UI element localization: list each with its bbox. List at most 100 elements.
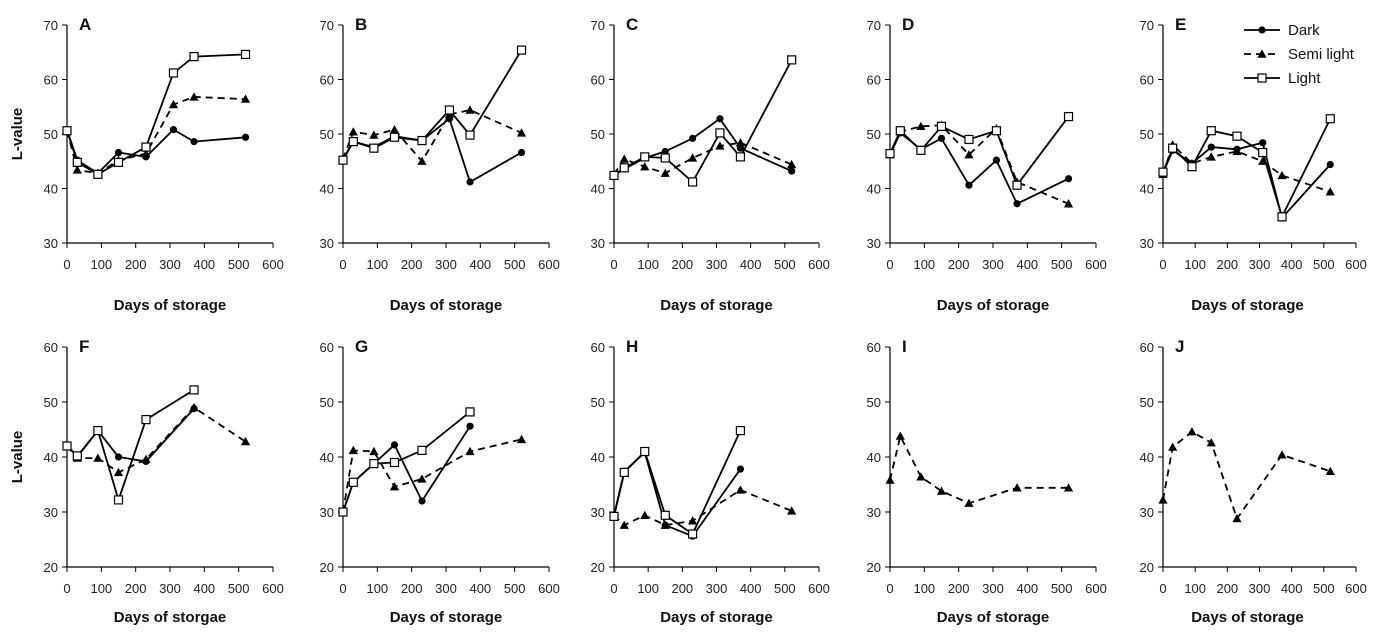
x-tick-label: 0 [339, 257, 346, 272]
x-tick-label: 0 [886, 581, 893, 596]
x-tick-label: 500 [504, 581, 526, 596]
x-tick-label: 400 [469, 257, 491, 272]
y-tick-label: 20 [867, 560, 881, 575]
point-semi-light [895, 431, 905, 440]
y-tick-label: 50 [867, 127, 881, 142]
x-tick-label: 200 [1216, 581, 1238, 596]
point-semi-light [640, 162, 650, 171]
y-tick-label: 40 [320, 450, 334, 465]
point-dark [114, 148, 123, 157]
y-tick-label: 50 [591, 395, 605, 410]
x-tick-label: 500 [1051, 257, 1073, 272]
point-dark [736, 144, 745, 152]
y-tick-label: 70 [44, 18, 58, 33]
y-tick-label: 60 [44, 340, 58, 355]
x-tick-label: 100 [1184, 257, 1206, 272]
x-tick-label: 100 [90, 581, 112, 596]
point-light [348, 137, 358, 147]
point-light [168, 68, 179, 78]
series-line-dark-e [1162, 141, 1331, 220]
point-semi-light [72, 165, 82, 174]
y-tick-label: 70 [591, 18, 605, 33]
y-tick-label: 60 [1140, 340, 1154, 355]
series-line-semi-light-f [66, 406, 246, 474]
series-line-dark-f [66, 407, 195, 463]
x-tick-label: 0 [886, 257, 893, 272]
point-dark [1207, 143, 1215, 151]
legend-label-dark: Dark [1288, 22, 1320, 39]
x-tick-label: 600 [1345, 257, 1367, 272]
point-light [640, 152, 650, 162]
x-tick-label: 200 [125, 257, 147, 272]
x-tick-label: 200 [671, 257, 693, 272]
point-light [1232, 131, 1242, 141]
point-semi-light [1206, 438, 1216, 447]
point-light [991, 126, 1002, 136]
x-tick-label: 600 [538, 257, 560, 272]
point-light [62, 126, 72, 136]
x-tick-label: 500 [774, 257, 796, 272]
x-tick-label: 300 [435, 257, 457, 272]
point-light [389, 457, 400, 468]
point-dark [1326, 160, 1334, 169]
y-tick-label: 50 [591, 127, 605, 142]
point-dark [142, 153, 150, 161]
legend-marker-light [1257, 73, 1267, 83]
point-light [113, 157, 124, 167]
x-tick-label: 400 [193, 257, 215, 272]
point-light [1325, 114, 1335, 124]
x-axis-label-d: Days of storage [937, 297, 1050, 314]
point-semi-light [687, 153, 698, 162]
x-tick-label: 200 [1216, 257, 1238, 272]
x-tick-label: 500 [1313, 581, 1335, 596]
panel-e: 30 40 50 60 70 0 100 200 300 400 500 600 E Days of st… [1140, 15, 1367, 314]
point-dark [241, 133, 250, 141]
series-line-semi-light-j [1162, 430, 1331, 521]
panel-label-e: E [1175, 15, 1186, 34]
y-tick-label: 60 [867, 73, 881, 88]
x-tick-label: 300 [1249, 257, 1271, 272]
y-tick-label: 70 [320, 18, 334, 33]
x-tick-label: 200 [671, 581, 693, 596]
point-light [787, 55, 797, 65]
point-light [516, 45, 527, 55]
point-semi-light [916, 472, 926, 481]
panel-label-g: G [355, 337, 368, 356]
point-light [113, 495, 124, 505]
point-semi-light [687, 516, 698, 525]
point-semi-light [1277, 450, 1287, 459]
point-dark [688, 134, 697, 142]
y-tick-label: 60 [320, 73, 334, 88]
y-tick-label: 70 [1140, 18, 1154, 33]
point-semi-light [465, 446, 475, 456]
series-line-light-c [613, 59, 793, 184]
x-tick-label: 400 [1281, 257, 1303, 272]
x-tick-label: 0 [63, 581, 70, 596]
point-semi-light [1063, 483, 1074, 492]
series-line-semi-light-c [613, 141, 793, 175]
point-semi-light [348, 127, 358, 136]
x-tick-label: 0 [1159, 257, 1166, 272]
y-tick-label: 60 [44, 73, 58, 88]
point-light [964, 134, 974, 145]
series-line-semi-light-g [342, 438, 522, 513]
point-dark [390, 441, 399, 449]
point-light [1187, 162, 1197, 172]
y-tick-label: 40 [320, 182, 334, 197]
x-tick-label: 100 [366, 257, 388, 272]
y-tick-label: 20 [591, 560, 605, 575]
point-semi-light [735, 485, 746, 494]
point-light [715, 128, 725, 138]
series-line-dark-d [889, 131, 1069, 206]
series-line-semi-light-a [66, 95, 246, 175]
x-tick-label: 400 [740, 257, 762, 272]
x-tick-label: 600 [808, 581, 830, 596]
x-tick-label: 0 [1159, 581, 1166, 596]
point-dark [965, 181, 973, 189]
x-tick-label: 100 [90, 257, 112, 272]
point-dark [788, 167, 796, 175]
point-semi-light [964, 150, 974, 159]
series-line-light-a [66, 53, 246, 176]
